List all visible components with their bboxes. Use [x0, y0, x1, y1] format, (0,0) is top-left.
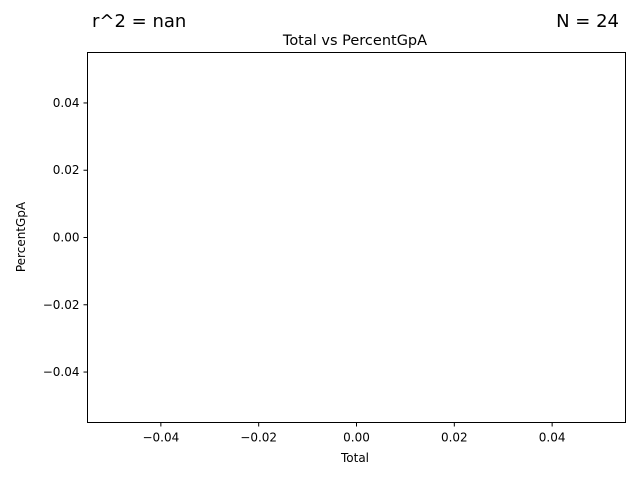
x-axis-label: Total — [340, 451, 369, 465]
x-tick-label: 0.02 — [441, 431, 468, 445]
chart-title: Total vs PercentGpA — [282, 33, 427, 49]
y-tick-label: 0.04 — [53, 96, 80, 110]
y-tick-label: 0.02 — [53, 163, 80, 177]
y-tick-label: −0.02 — [43, 298, 80, 312]
y-axis-label: PercentGpA — [14, 201, 28, 272]
y-tick-label: 0.00 — [53, 231, 80, 245]
r-squared-annotation: r^2 = nan — [92, 11, 187, 32]
x-axis: −0.04 −0.02 0.00 0.02 0.04 — [142, 422, 566, 445]
x-tick-label: 0.04 — [539, 431, 566, 445]
x-tick-label: 0.00 — [343, 431, 370, 445]
y-axis: −0.04 −0.02 0.00 0.02 0.04 — [43, 96, 88, 379]
x-tick-label: −0.02 — [240, 431, 277, 445]
x-tick-label: −0.04 — [142, 431, 179, 445]
plot-area — [87, 52, 626, 423]
sample-count-annotation: N = 24 — [556, 11, 619, 32]
y-tick-label: −0.04 — [43, 365, 80, 379]
